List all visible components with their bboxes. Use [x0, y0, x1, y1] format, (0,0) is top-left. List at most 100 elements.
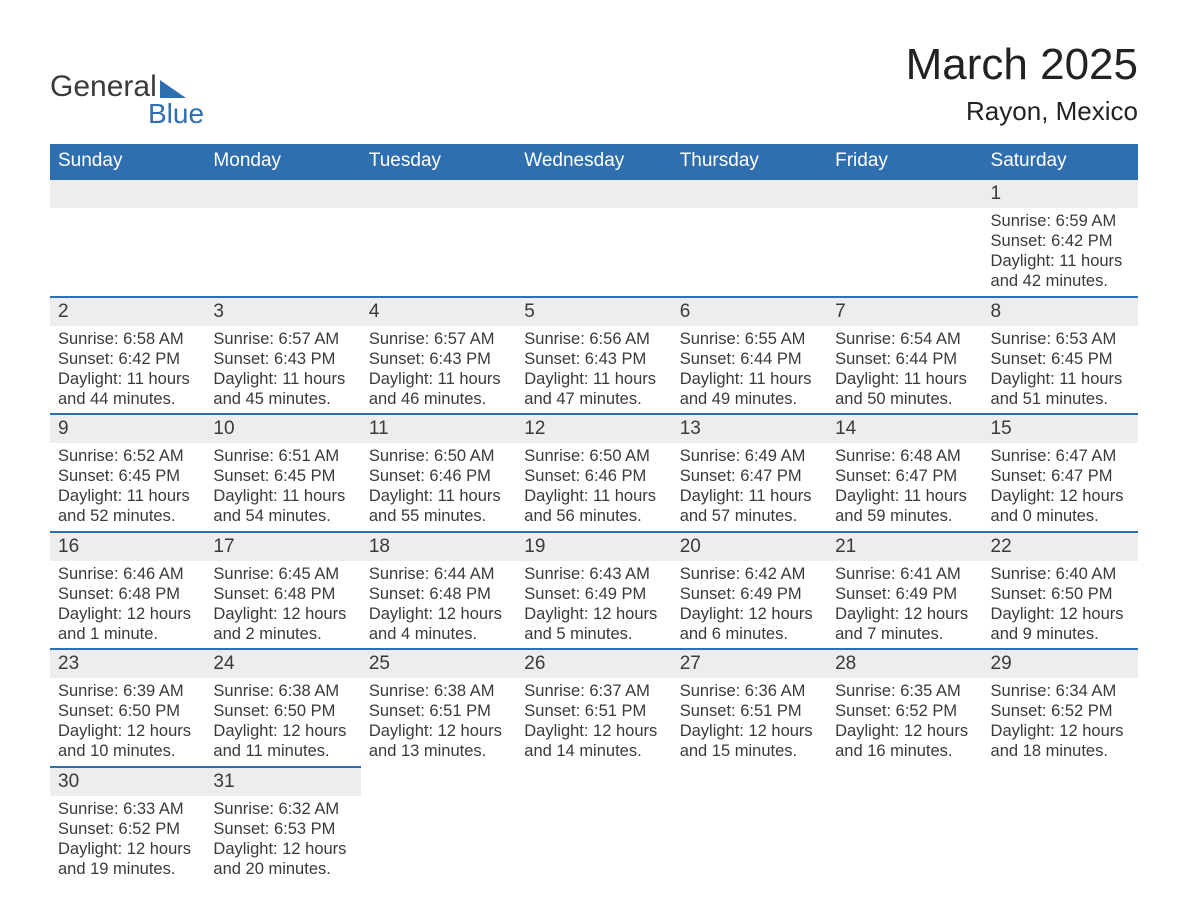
logo-text-blue: Blue	[148, 98, 204, 130]
calendar-week: 16Sunrise: 6:46 AMSunset: 6:48 PMDayligh…	[50, 532, 1138, 650]
day-body-empty	[516, 208, 671, 285]
sunrise-line: Sunrise: 6:42 AM	[680, 564, 819, 584]
day-body-empty	[50, 208, 205, 285]
calendar-day-empty	[205, 179, 360, 297]
calendar-day: 30Sunrise: 6:33 AMSunset: 6:52 PMDayligh…	[50, 767, 205, 884]
sunrise-line: Sunrise: 6:56 AM	[524, 329, 663, 349]
sunrise-line: Sunrise: 6:53 AM	[991, 329, 1130, 349]
calendar-day: 26Sunrise: 6:37 AMSunset: 6:51 PMDayligh…	[516, 649, 671, 767]
logo-text-general: General	[50, 70, 157, 104]
calendar-day: 1Sunrise: 6:59 AMSunset: 6:42 PMDaylight…	[983, 179, 1138, 297]
day-number: 21	[827, 533, 982, 561]
day-body: Sunrise: 6:48 AMSunset: 6:47 PMDaylight:…	[827, 443, 982, 531]
day-number: 19	[516, 533, 671, 561]
day-body: Sunrise: 6:39 AMSunset: 6:50 PMDaylight:…	[50, 678, 205, 766]
day-body: Sunrise: 6:56 AMSunset: 6:43 PMDaylight:…	[516, 326, 671, 414]
calendar-day: 13Sunrise: 6:49 AMSunset: 6:47 PMDayligh…	[672, 414, 827, 532]
day-number-empty	[827, 180, 982, 208]
sunrise-line: Sunrise: 6:54 AM	[835, 329, 974, 349]
sunset-line: Sunset: 6:49 PM	[835, 584, 974, 604]
day-body: Sunrise: 6:42 AMSunset: 6:49 PMDaylight:…	[672, 561, 827, 649]
sunrise-line: Sunrise: 6:40 AM	[991, 564, 1130, 584]
sunrise-line: Sunrise: 6:38 AM	[213, 681, 352, 701]
calendar-table: SundayMondayTuesdayWednesdayThursdayFrid…	[50, 144, 1138, 883]
title-month: March 2025	[906, 40, 1138, 90]
day-body: Sunrise: 6:59 AMSunset: 6:42 PMDaylight:…	[983, 208, 1138, 296]
day-body-empty	[672, 208, 827, 285]
day-number: 3	[205, 298, 360, 326]
day-body: Sunrise: 6:49 AMSunset: 6:47 PMDaylight:…	[672, 443, 827, 531]
sunrise-line: Sunrise: 6:41 AM	[835, 564, 974, 584]
daylight-line: Daylight: 12 hours and 20 minutes.	[213, 839, 352, 879]
sunset-line: Sunset: 6:50 PM	[991, 584, 1130, 604]
calendar-day-empty	[50, 179, 205, 297]
daylight-line: Daylight: 11 hours and 42 minutes.	[991, 251, 1130, 291]
sunrise-line: Sunrise: 6:39 AM	[58, 681, 197, 701]
daylight-line: Daylight: 12 hours and 9 minutes.	[991, 604, 1130, 644]
logo: General Blue	[50, 70, 204, 130]
day-number: 25	[361, 650, 516, 678]
sunset-line: Sunset: 6:53 PM	[213, 819, 352, 839]
sunrise-line: Sunrise: 6:36 AM	[680, 681, 819, 701]
daylight-line: Daylight: 11 hours and 56 minutes.	[524, 486, 663, 526]
sunset-line: Sunset: 6:48 PM	[369, 584, 508, 604]
day-body: Sunrise: 6:57 AMSunset: 6:43 PMDaylight:…	[361, 326, 516, 414]
calendar-day: 27Sunrise: 6:36 AMSunset: 6:51 PMDayligh…	[672, 649, 827, 767]
day-number: 20	[672, 533, 827, 561]
sunrise-line: Sunrise: 6:44 AM	[369, 564, 508, 584]
sunrise-line: Sunrise: 6:50 AM	[369, 446, 508, 466]
calendar-day: 31Sunrise: 6:32 AMSunset: 6:53 PMDayligh…	[205, 767, 360, 884]
sunset-line: Sunset: 6:42 PM	[58, 349, 197, 369]
day-body: Sunrise: 6:47 AMSunset: 6:47 PMDaylight:…	[983, 443, 1138, 531]
day-number: 26	[516, 650, 671, 678]
sunset-line: Sunset: 6:52 PM	[991, 701, 1130, 721]
sunset-line: Sunset: 6:48 PM	[213, 584, 352, 604]
sunrise-line: Sunrise: 6:52 AM	[58, 446, 197, 466]
calendar-day-empty	[672, 767, 827, 884]
sunset-line: Sunset: 6:45 PM	[213, 466, 352, 486]
day-number: 5	[516, 298, 671, 326]
day-number: 28	[827, 650, 982, 678]
daylight-line: Daylight: 12 hours and 0 minutes.	[991, 486, 1130, 526]
day-body: Sunrise: 6:58 AMSunset: 6:42 PMDaylight:…	[50, 326, 205, 414]
weekday-header: Wednesday	[516, 144, 671, 179]
calendar-day: 10Sunrise: 6:51 AMSunset: 6:45 PMDayligh…	[205, 414, 360, 532]
calendar-day-empty	[516, 179, 671, 297]
calendar-day: 11Sunrise: 6:50 AMSunset: 6:46 PMDayligh…	[361, 414, 516, 532]
sunset-line: Sunset: 6:52 PM	[58, 819, 197, 839]
day-body: Sunrise: 6:50 AMSunset: 6:46 PMDaylight:…	[361, 443, 516, 531]
daylight-line: Daylight: 11 hours and 44 minutes.	[58, 369, 197, 409]
day-number-empty	[516, 180, 671, 208]
weekday-header: Sunday	[50, 144, 205, 179]
calendar-day: 8Sunrise: 6:53 AMSunset: 6:45 PMDaylight…	[983, 297, 1138, 415]
day-body: Sunrise: 6:34 AMSunset: 6:52 PMDaylight:…	[983, 678, 1138, 766]
sunset-line: Sunset: 6:51 PM	[524, 701, 663, 721]
logo-triangle-icon	[160, 80, 186, 98]
calendar-day: 4Sunrise: 6:57 AMSunset: 6:43 PMDaylight…	[361, 297, 516, 415]
weekday-header: Monday	[205, 144, 360, 179]
daylight-line: Daylight: 11 hours and 46 minutes.	[369, 369, 508, 409]
calendar-week: 23Sunrise: 6:39 AMSunset: 6:50 PMDayligh…	[50, 649, 1138, 767]
daylight-line: Daylight: 12 hours and 2 minutes.	[213, 604, 352, 644]
day-number-empty	[205, 180, 360, 208]
calendar-day-empty	[516, 767, 671, 884]
calendar-week: 30Sunrise: 6:33 AMSunset: 6:52 PMDayligh…	[50, 767, 1138, 884]
day-body: Sunrise: 6:54 AMSunset: 6:44 PMDaylight:…	[827, 326, 982, 414]
daylight-line: Daylight: 11 hours and 49 minutes.	[680, 369, 819, 409]
title-location: Rayon, Mexico	[906, 96, 1138, 127]
day-body-empty	[205, 208, 360, 285]
calendar-day-empty	[361, 767, 516, 884]
sunset-line: Sunset: 6:49 PM	[524, 584, 663, 604]
day-number: 23	[50, 650, 205, 678]
sunrise-line: Sunrise: 6:50 AM	[524, 446, 663, 466]
day-body: Sunrise: 6:45 AMSunset: 6:48 PMDaylight:…	[205, 561, 360, 649]
day-body: Sunrise: 6:44 AMSunset: 6:48 PMDaylight:…	[361, 561, 516, 649]
day-body: Sunrise: 6:43 AMSunset: 6:49 PMDaylight:…	[516, 561, 671, 649]
day-number-empty	[672, 180, 827, 208]
day-number: 4	[361, 298, 516, 326]
calendar-day: 18Sunrise: 6:44 AMSunset: 6:48 PMDayligh…	[361, 532, 516, 650]
weekday-header: Friday	[827, 144, 982, 179]
day-body: Sunrise: 6:38 AMSunset: 6:51 PMDaylight:…	[361, 678, 516, 766]
calendar-day-empty	[672, 179, 827, 297]
weekday-header: Tuesday	[361, 144, 516, 179]
